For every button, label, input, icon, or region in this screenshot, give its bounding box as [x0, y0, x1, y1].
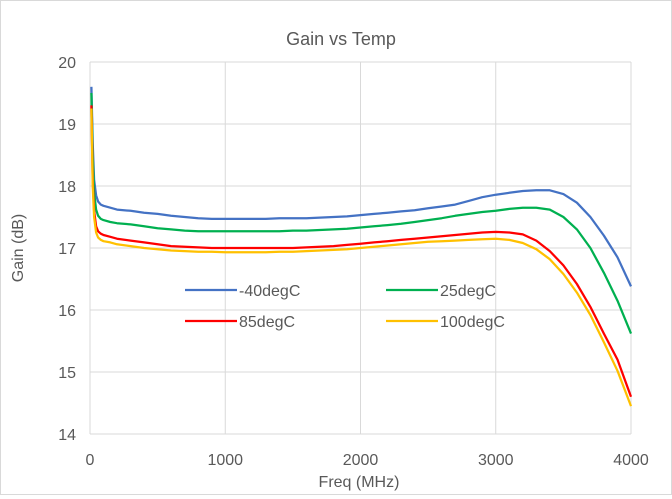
y-tick-label-17: 17 [58, 241, 76, 258]
series-line-0 [90, 86, 633, 287]
y-tick-label-20: 20 [58, 55, 76, 72]
x-tick-label-2000: 2000 [343, 452, 379, 469]
y-axis-title: Gain (dB) [10, 214, 27, 282]
y-tick-label-14: 14 [58, 427, 76, 444]
legend-label-3: 100degC [440, 314, 505, 331]
series-line-1 [90, 92, 633, 335]
legend-label-1: 25degC [440, 283, 496, 300]
y-tick-label-16: 16 [58, 303, 76, 320]
x-axis-ticks: 0 1000 2000 3000 4000 [86, 452, 649, 469]
x-tick-label-0: 0 [86, 452, 95, 469]
x-tick-label-4000: 4000 [613, 452, 649, 469]
x-tick-label-1000: 1000 [207, 452, 243, 469]
gridlines [89, 61, 632, 435]
y-tick-label-15: 15 [58, 365, 76, 382]
y-tick-label-19: 19 [58, 117, 76, 134]
chart-title: Gain vs Temp [286, 29, 396, 49]
y-tick-label-18: 18 [58, 179, 76, 196]
x-tick-label-3000: 3000 [478, 452, 514, 469]
legend: -40degC 25degC 85degC 100degC [185, 283, 505, 331]
legend-label-0: -40degC [239, 283, 300, 300]
x-axis-title: Freq (MHz) [319, 474, 400, 491]
y-axis-ticks: 14 15 16 17 18 19 20 [58, 55, 76, 444]
series-line-3 [90, 108, 633, 407]
legend-label-2: 85degC [239, 314, 295, 331]
series-line-2 [90, 105, 633, 398]
series-lines [90, 86, 633, 407]
